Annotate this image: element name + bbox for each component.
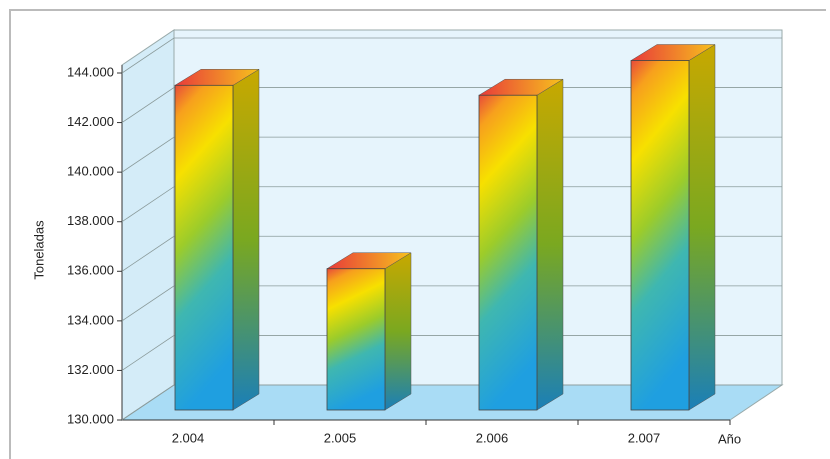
bar-group (630, 44, 716, 411)
y-tick-label: 134.000 (67, 312, 114, 327)
bar (478, 94, 538, 411)
y-tick-label: 140.000 (67, 164, 114, 179)
grid: 130.000 132.000 134.000 136.000 138.000 140.0… (67, 37, 782, 445)
grid-line (121, 37, 782, 74)
bar-group (478, 78, 564, 411)
y-tick-label: 144.000 (67, 64, 114, 79)
grid-line (121, 87, 782, 123)
x-tick-label: 2.005 (324, 430, 357, 445)
y-tick-label: 136.000 (67, 263, 114, 278)
bar-side (688, 44, 716, 411)
bar (174, 84, 234, 411)
x-tick-label: 2.004 (172, 430, 205, 445)
y-tick-label: 130.000 (67, 411, 114, 426)
side-wall (121, 29, 175, 421)
grid-line (121, 384, 782, 421)
x-axis-title: Año (718, 431, 741, 446)
x-tick-label: 2.007 (628, 430, 661, 445)
bar-group (174, 68, 260, 411)
grid-line (121, 335, 782, 371)
bar (326, 268, 386, 411)
bars (174, 44, 716, 411)
bar-group (326, 252, 412, 411)
y-tick-label: 138.000 (67, 213, 114, 228)
y-axis-title: Toneladas (31, 220, 46, 280)
bar-side (384, 252, 412, 411)
bar-side (536, 78, 564, 411)
x-tick-label: 2.006 (476, 430, 509, 445)
y-tick-label: 132.000 (67, 362, 114, 377)
grid-line (121, 136, 782, 173)
y-tick-label: 142.000 (67, 114, 114, 129)
grid-line (121, 285, 782, 322)
bar-side (232, 68, 260, 411)
bar (630, 60, 690, 411)
grid-line (121, 186, 782, 223)
grid-line (121, 235, 782, 272)
frame (9, 9, 826, 459)
